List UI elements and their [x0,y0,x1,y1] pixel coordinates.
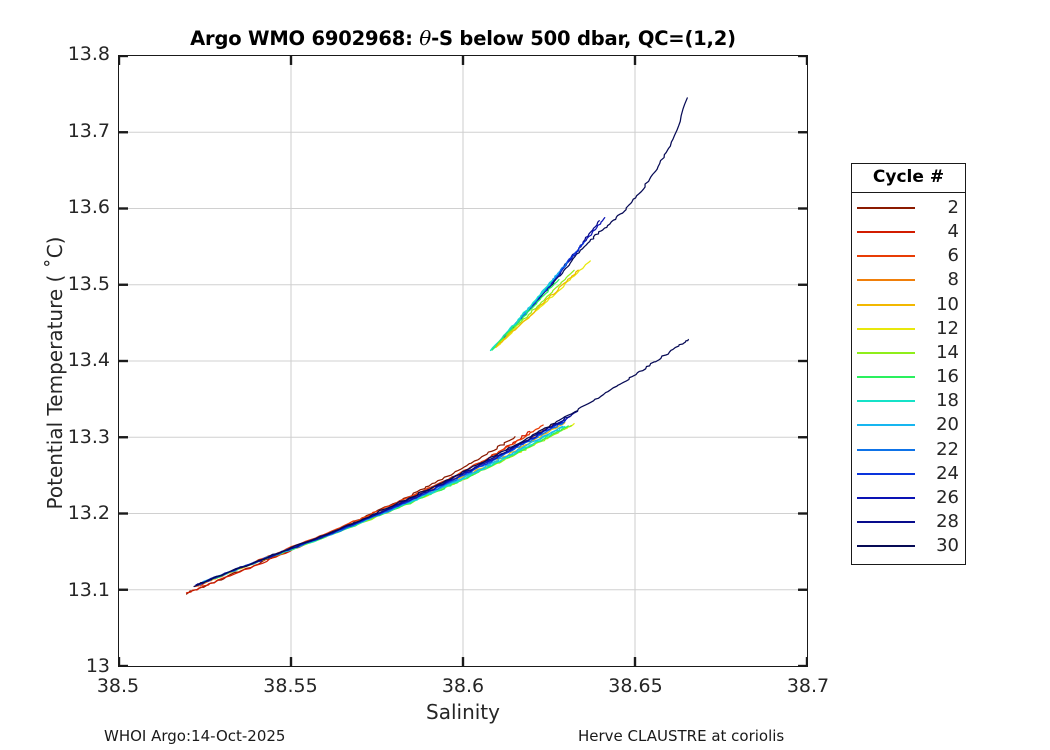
legend-color-swatch [857,448,915,451]
legend-color-swatch [857,255,915,258]
x-tick-label: 38.6 [441,675,485,697]
legend-item-cycle-26[interactable]: 26 [852,486,965,510]
y-tick-label: 13.7 [67,119,110,142]
profile-line-cycle-14 [206,424,572,582]
legend-item-cycle-8[interactable]: 8 [852,268,965,292]
legend-color-swatch [857,424,915,427]
legend-item-cycle-18[interactable]: 18 [852,389,965,413]
legend-title: Cycle # [852,164,965,193]
page-title: Argo WMO 6902968: θ-S below 500 dbar, QC… [118,26,808,50]
theta-s-scatter-plot [119,56,807,666]
legend-color-swatch [857,376,915,379]
legend-item-label: 4 [947,220,959,242]
legend-entries: 2 4 6 8 10 12 14 16 18 20 22 24 26 28 30 [852,193,965,564]
profile-line-10-upper [495,269,579,348]
y-tick-label: 13.6 [67,196,110,218]
x-tick-label: 38.7 [786,675,830,697]
y-tick-label: 13.5 [67,272,110,295]
legend-item-cycle-22[interactable]: 22 [852,438,965,462]
legend-item-cycle-14[interactable]: 14 [852,341,965,365]
x-tick-label: 38.5 [96,675,140,697]
legend-color-swatch [857,400,915,403]
plot-axes [118,55,808,667]
legend-item-cycle-2[interactable]: 2 [852,196,965,220]
y-tick-label: 13.8 [67,43,110,65]
legend-item-label: 18 [936,390,959,412]
legend-color-swatch [857,521,915,524]
legend-color-swatch [857,472,915,475]
legend-box: Cycle # 2 4 6 8 10 12 14 16 18 20 22 24 26 28 30 [851,163,966,565]
legend-item-label: 14 [936,341,959,363]
profile-line-12-upper [495,260,591,348]
profile-lines-upper [489,97,688,352]
gridlines [119,56,807,666]
legend-item-cycle-10[interactable]: 10 [852,292,965,316]
legend-item-cycle-24[interactable]: 24 [852,462,965,486]
legend-item-cycle-30[interactable]: 30 [852,534,965,558]
legend-color-swatch [857,497,915,500]
legend-item-label: 30 [936,535,959,557]
x-tick-label: 38.55 [263,675,318,697]
profile-line-cycle-10 [207,421,566,582]
legend-item-cycle-20[interactable]: 20 [852,413,965,437]
profile-line-cycle-8 [203,422,555,584]
legend-item-label: 28 [936,511,959,533]
legend-color-swatch [857,327,915,330]
legend-item-label: 10 [936,293,959,315]
profile-line-18-upper [489,279,554,352]
tick-marks [119,56,807,666]
profile-line-cycle-30 [193,338,689,588]
legend-item-label: 2 [947,196,959,218]
legend-item-cycle-12[interactable]: 12 [852,317,965,341]
legend-item-label: 12 [936,317,959,339]
profile-line-cycle-6 [193,424,544,588]
x-tick-label: 38.65 [608,675,663,697]
y-tick-label: 13.3 [67,425,110,448]
title-theta-symbol: θ [419,26,432,50]
legend-item-label: 8 [947,269,959,291]
title-prefix: Argo WMO 6902968: [190,27,420,50]
y-tick-label: 13.2 [67,502,110,524]
legend-item-label: 26 [936,487,959,509]
legend-item-cycle-6[interactable]: 6 [852,244,965,268]
legend-item-cycle-16[interactable]: 16 [852,365,965,389]
legend-color-swatch [857,230,915,233]
legend-color-swatch [857,279,915,282]
legend-item-label: 20 [936,414,959,436]
y-axis-title: Potential Temperature ( ˚C) [43,236,67,510]
y-tick-label: 13 [85,655,110,677]
legend-item-label: 16 [936,366,959,388]
title-suffix: -S below 500 dbar, QC=(1,2) [431,27,736,50]
profile-lines [185,338,689,595]
footer-right-credit: Herve CLAUSTRE at coriolis [578,727,785,745]
legend-color-swatch [857,206,915,209]
y-tick-label: 13.4 [67,349,110,371]
x-axis-title: Salinity [426,700,500,724]
legend-item-label: 24 [936,462,959,484]
legend-item-cycle-28[interactable]: 28 [852,510,965,534]
legend-color-swatch [857,303,915,306]
profile-line-16-upper [491,278,560,351]
y-tick-label: 13.1 [67,578,110,601]
legend-color-swatch [857,545,915,548]
legend-item-cycle-4[interactable]: 4 [852,220,965,244]
legend-item-label: 22 [936,438,959,460]
legend-item-label: 6 [947,245,959,267]
legend-color-swatch [857,351,915,354]
footer-left-credit: WHOI Argo:14-Oct-2025 [104,727,286,745]
profile-line-14-upper [494,269,575,349]
